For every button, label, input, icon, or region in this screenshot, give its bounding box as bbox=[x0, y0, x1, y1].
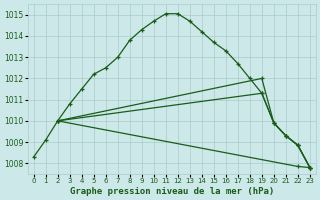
X-axis label: Graphe pression niveau de la mer (hPa): Graphe pression niveau de la mer (hPa) bbox=[70, 187, 274, 196]
